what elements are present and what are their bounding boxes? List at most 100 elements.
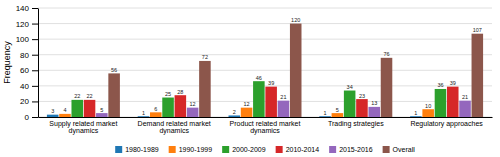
data-label: 1 — [414, 110, 417, 116]
data-label: 1 — [142, 110, 145, 116]
tick-label: Regulatory approaches — [410, 120, 483, 128]
tick-label-line: Trading strategies — [328, 120, 384, 128]
tick-mark — [32, 117, 38, 118]
tick-mark — [32, 24, 38, 25]
tick: Trading strategies — [328, 120, 384, 128]
x-axis: Supply related marketdynamics Demand rela… — [39, 118, 493, 136]
legend-swatch — [329, 146, 336, 153]
legend-label: 1980-1989 — [125, 146, 159, 153]
y-axis-title: Frequency — [2, 41, 12, 84]
axis-domain — [39, 117, 493, 118]
tick: 60 — [20, 66, 38, 75]
grid-line — [38, 8, 492, 9]
data-label: 5 — [100, 107, 103, 113]
tick-label: 20 — [20, 97, 29, 106]
tick-label-line: dynamics — [159, 127, 189, 135]
data-label: 1 — [324, 110, 327, 116]
data-label: 21 — [462, 94, 468, 100]
data-label: 56 — [111, 67, 117, 73]
bar — [290, 24, 302, 117]
legend-swatch — [276, 146, 283, 153]
tick: Regulatory approaches — [410, 120, 483, 128]
data-label: 21 — [280, 94, 286, 100]
legend: 1980-1989 1990-1999 2000-2009 2010-2014 2015… — [115, 146, 415, 153]
legend-label: 2010-2014 — [286, 146, 320, 153]
legend-swatch — [169, 146, 176, 153]
bars — [47, 24, 483, 117]
legend-item: 2015-2016 — [329, 146, 373, 153]
bar — [278, 101, 290, 117]
tick-label: 140 — [16, 4, 30, 13]
tick: 140 — [16, 4, 38, 13]
data-label: 76 — [383, 51, 389, 57]
data-label: 22 — [74, 93, 80, 99]
bar — [422, 109, 434, 117]
bar — [96, 113, 108, 117]
tick-mark — [32, 70, 38, 71]
tick-label-line: Regulatory approaches — [410, 120, 483, 128]
tick-mark — [32, 39, 38, 40]
legend-item: 1990-1999 — [169, 146, 213, 153]
tick: 0 — [25, 113, 38, 122]
bar — [108, 73, 120, 117]
data-label: 2 — [233, 109, 236, 115]
tick-mark — [32, 101, 38, 102]
bar — [175, 95, 187, 117]
tick: 20 — [20, 97, 38, 106]
grid-line — [38, 54, 492, 55]
bar — [447, 87, 459, 117]
chart: 3121146125102225463436222839233951221132… — [0, 0, 500, 157]
data-labels: 3121146125102225463436222839233951221132… — [51, 17, 482, 116]
data-label: 34 — [347, 84, 353, 90]
tick-label: Product related marketdynamics — [230, 120, 301, 135]
data-label: 72 — [202, 54, 208, 60]
data-label: 36 — [437, 82, 443, 88]
legend-item: 2000-2009 — [222, 146, 266, 153]
data-label: 6 — [154, 106, 157, 112]
data-label: 12 — [190, 101, 196, 107]
bar — [368, 107, 380, 117]
bar — [381, 58, 393, 117]
bar — [187, 108, 199, 117]
tick: Product related marketdynamics — [230, 120, 301, 135]
data-label: 13 — [371, 100, 377, 106]
data-label: 39 — [268, 80, 274, 86]
legend-swatch — [222, 146, 229, 153]
tick-mark — [32, 55, 38, 56]
tick-label: Demand related marketdynamics — [138, 120, 211, 135]
tick-mark — [32, 86, 38, 87]
legend-swatch — [383, 146, 390, 153]
bar — [162, 98, 174, 117]
tick: Supply related marketdynamics — [49, 120, 117, 135]
tick-label-line: dynamics — [69, 127, 99, 135]
data-label: 3 — [51, 108, 54, 114]
data-label: 25 — [165, 91, 171, 97]
tick-label: 120 — [16, 20, 30, 29]
bar — [410, 116, 422, 117]
legend-item: Overall — [383, 146, 416, 153]
plot: 3121146125102225463436222839233951221132… — [16, 4, 493, 135]
axis-domain — [38, 9, 39, 118]
data-label: 28 — [177, 89, 183, 95]
data-label: 22 — [86, 93, 92, 99]
tick: Demand related marketdynamics — [138, 120, 211, 135]
y-axis: 020406080100120140 — [16, 4, 39, 122]
bar — [199, 61, 211, 117]
tick-label: 40 — [20, 82, 29, 91]
data-label: 120 — [291, 17, 300, 23]
bar — [332, 113, 344, 117]
legend-label: 2015-2016 — [339, 146, 373, 153]
grid-line — [38, 23, 492, 24]
bar — [459, 101, 471, 117]
tick-label-line: Product related market — [230, 120, 301, 127]
tick-label: 100 — [16, 35, 30, 44]
tick-label-line: dynamics — [250, 127, 280, 135]
tick-label: Trading strategies — [328, 120, 384, 128]
grid-line — [38, 85, 492, 86]
grid-line — [38, 70, 492, 71]
data-label: 5 — [336, 107, 339, 113]
bar — [319, 116, 331, 117]
legend-label: 2000-2009 — [232, 146, 266, 153]
bar — [253, 81, 265, 117]
legend-item: 1980-1989 — [115, 146, 159, 153]
